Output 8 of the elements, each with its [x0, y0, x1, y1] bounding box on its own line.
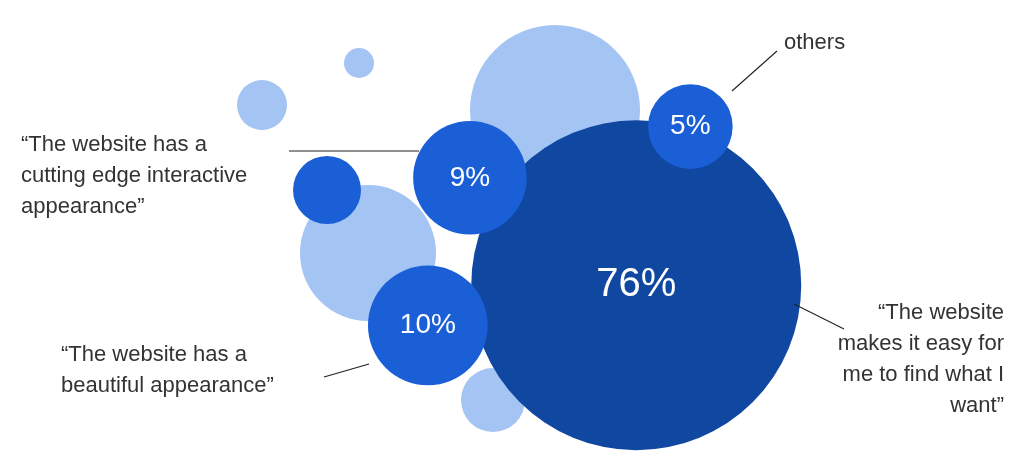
data-label: 76% [596, 260, 677, 305]
category-label: others [784, 29, 846, 54]
category-label: “The website has a cutting edge interactive appearance” [21, 131, 248, 218]
data-label: 10% [399, 308, 456, 340]
category-label: “The website has a beautiful appearance” [61, 341, 274, 397]
data-label: 5% [670, 109, 711, 141]
data-label: 9% [449, 160, 491, 192]
category-label: “The website makes it easy for me to find what I want” [837, 299, 1004, 417]
